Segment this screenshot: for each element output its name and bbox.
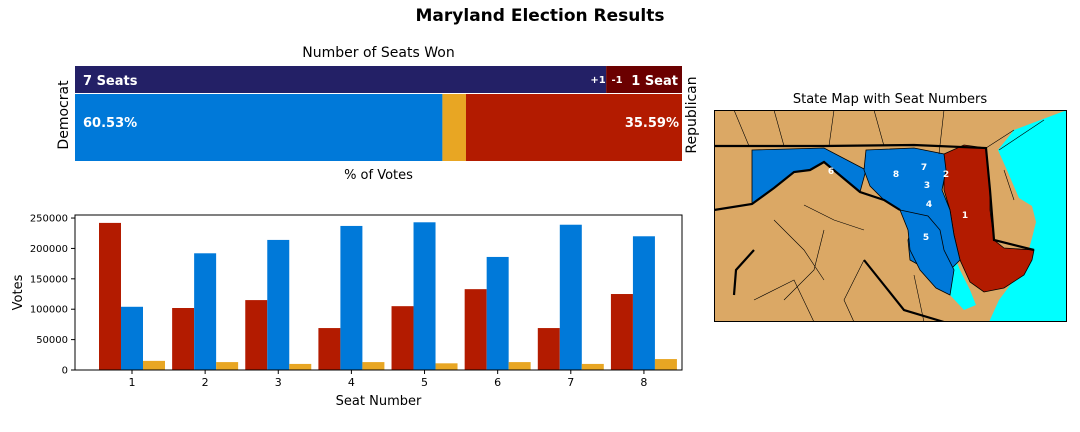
bar-seat-7-republican [537,328,560,370]
seats-panel-title: Number of Seats Won [302,45,455,61]
x-tick-label: 5 [421,376,428,389]
bar-seat-8-republican [610,294,633,370]
bar-seat-5-republican [391,306,414,370]
democrat-axis-label: Democrat [56,79,72,150]
bar-seat-6-other [508,362,531,370]
x-tick-label: 6 [494,376,501,389]
x-tick-label: 7 [567,376,574,389]
y-tick-label: 150000 [30,274,68,285]
bar-seat-4-other [362,362,385,370]
y-tick-label: 250000 [30,214,68,225]
seat-number-labels: 1 2 3 4 5 6 7 8 [828,163,968,243]
dem-seats-bar [75,66,607,93]
map-water [989,110,1067,322]
bar-seat-6-democrat [486,256,509,370]
bar-seat-5-other [435,363,458,370]
bar-seat-2-democrat [194,253,217,370]
bar-seat-7-other [581,363,604,370]
y-tick-label: 200000 [30,244,68,255]
bar-seat-1-democrat [121,306,143,370]
seat-label-5: 5 [923,233,929,243]
bar-seat-4-democrat [340,225,363,370]
rep-pct-label: 35.59% [625,116,679,131]
seat-label-1: 1 [962,211,968,221]
bar-seat-1-republican [99,222,121,370]
votes-per-seat-chart: 1 2 3 4 5 6 7 8 0 50000 100000 150000 200000 250000 Se… [11,214,683,409]
y-tick-label: 0 [62,366,68,377]
bar-seat-2-republican [172,308,195,370]
seat-label-4: 4 [926,200,932,210]
seat-label-8: 8 [893,170,899,180]
bar-seat-7-democrat [559,224,582,370]
bar-seat-3-republican [245,300,268,370]
vote-share-xlabel: % of Votes [344,168,413,183]
y-tick-label: 100000 [30,305,68,316]
rep-seats-label: 1 Seat [631,74,678,89]
plot-frame [74,214,683,371]
republican-axis-label: Republican [684,76,700,154]
x-tick-label: 8 [640,376,647,389]
state-map: 1 2 3 4 5 6 7 8 [714,110,1067,322]
county-borders [733,110,1045,322]
x-tick-label: 1 [129,376,136,389]
map-frame [714,110,1067,322]
x-tick-label: 2 [202,376,209,389]
x-axis-label: Seat Number [336,394,422,409]
bar-seat-8-democrat [632,236,655,370]
bar-seat-4-republican [318,328,341,370]
dem-change-label: +1 [590,75,605,86]
other-vote-bar [442,94,466,161]
rep-change-label: -1 [611,75,622,86]
map-title: State Map with Seat Numbers [792,92,988,107]
x-tick-label: 3 [275,376,282,389]
bar-seat-8-other [654,359,677,370]
seats-and-vote-share-chart: 7 Seats +1 -1 1 Seat 60.53% 35.59% [75,66,682,161]
bar-seat-2-other [216,362,239,370]
rep-vote-bar [465,94,682,161]
rep-seats-bar [606,66,682,93]
seat-label-2: 2 [943,170,949,180]
seat-label-3: 3 [924,181,930,191]
bar-seat-5-democrat [413,222,436,370]
y-tick-label: 50000 [36,335,68,346]
dem-seats-label: 7 Seats [83,74,138,89]
district-5-region [899,209,955,296]
seat-label-7: 7 [921,163,927,173]
y-axis-label: Votes [11,274,26,310]
bar-seat-3-other [289,363,312,370]
bar-seat-3-democrat [267,239,290,370]
chart-title: Maryland Election Results [415,6,665,26]
seat-label-6: 6 [828,167,834,177]
x-tick-label: 4 [348,376,355,389]
dem-vote-bar [75,94,443,161]
bar-seat-1-other [143,360,165,370]
dem-pct-label: 60.53% [83,116,137,131]
bar-seat-6-republican [464,289,487,370]
